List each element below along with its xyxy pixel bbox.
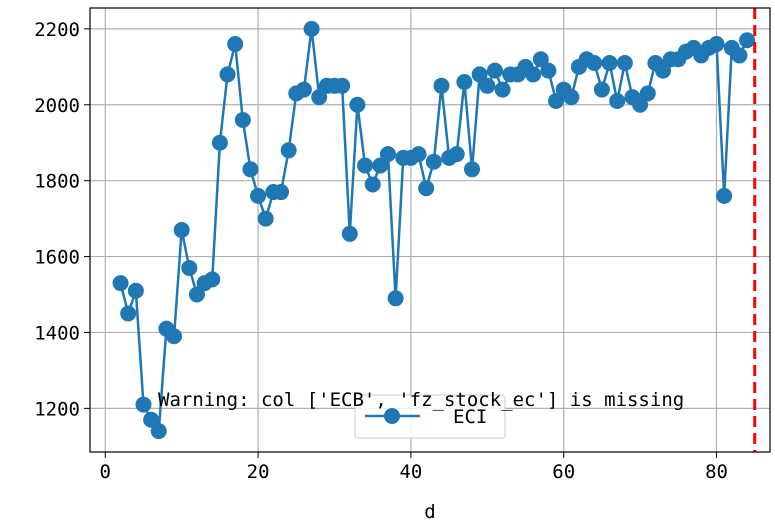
data-point [410, 146, 427, 163]
data-point [349, 96, 366, 113]
data-point [616, 55, 633, 72]
data-point [609, 92, 626, 109]
data-point [548, 92, 565, 109]
data-point [433, 77, 450, 94]
data-point [593, 81, 610, 98]
x-axis-label: d [424, 501, 435, 523]
x-tick-label: 0 [100, 461, 111, 483]
data-point [586, 55, 603, 72]
data-point [494, 81, 511, 98]
data-point [563, 89, 580, 106]
data-point [379, 146, 396, 163]
legend-swatch-marker [384, 408, 400, 424]
data-point [166, 328, 183, 345]
data-point [387, 290, 404, 307]
series-group [112, 20, 756, 440]
data-point [739, 32, 756, 49]
y-tick-label: 2200 [34, 19, 80, 41]
data-point [341, 225, 358, 242]
data-point [227, 36, 244, 53]
data-point [357, 157, 374, 174]
data-point [204, 271, 221, 288]
y-tick-label: 1200 [34, 398, 80, 420]
x-tick-label: 60 [552, 461, 575, 483]
data-point [295, 81, 312, 98]
data-point [211, 134, 228, 151]
data-point [257, 210, 274, 227]
data-point [471, 66, 488, 83]
data-point [181, 259, 198, 276]
data-point [601, 55, 618, 72]
data-point [372, 157, 389, 174]
data-point [173, 222, 190, 238]
y-tick-label: 1800 [34, 171, 80, 193]
data-point [716, 187, 733, 204]
data-point [486, 62, 503, 79]
data-point [273, 184, 290, 201]
y-tick-label: 1600 [34, 247, 80, 269]
y-tick-label: 2000 [34, 95, 80, 117]
data-point [464, 161, 481, 178]
data-point [280, 142, 297, 159]
warning-annotation: Warning: col ['ECB', 'fz_stock_ec'] is m… [158, 389, 684, 411]
data-point [311, 89, 328, 106]
legend: ECI [354, 394, 506, 439]
data-point [234, 111, 251, 128]
data-point [127, 282, 144, 299]
data-point [708, 36, 725, 53]
data-point [532, 51, 549, 68]
data-point [425, 153, 442, 170]
data-point [731, 47, 748, 64]
data-point [150, 423, 167, 440]
data-point [655, 62, 672, 79]
data-point [120, 305, 137, 322]
data-point [112, 275, 129, 292]
x-axis: 0 20 40 60 80 [100, 452, 728, 483]
data-point [540, 62, 557, 79]
data-point [242, 161, 259, 178]
data-point [188, 286, 205, 303]
data-point [639, 85, 656, 102]
data-point [456, 74, 473, 90]
data-point [250, 187, 267, 204]
data-point [632, 96, 649, 113]
data-point [135, 396, 152, 413]
data-point [479, 77, 496, 94]
y-tick-label: 1400 [34, 322, 80, 344]
data-point [303, 20, 320, 37]
data-point [334, 77, 351, 94]
x-tick-label: 40 [399, 461, 422, 483]
data-point [364, 176, 381, 193]
data-point [219, 66, 236, 83]
legend-label: ECI [453, 406, 487, 428]
legend-box [354, 394, 506, 439]
x-tick-label: 20 [247, 461, 270, 483]
x-tick-label: 80 [705, 461, 728, 483]
plot-frame [89, 7, 771, 453]
data-point [448, 146, 465, 163]
y-axis: 1200 1400 1600 1800 2000 2200 [34, 19, 90, 420]
data-point [525, 66, 542, 83]
data-point [418, 180, 435, 197]
data-point [143, 411, 160, 428]
